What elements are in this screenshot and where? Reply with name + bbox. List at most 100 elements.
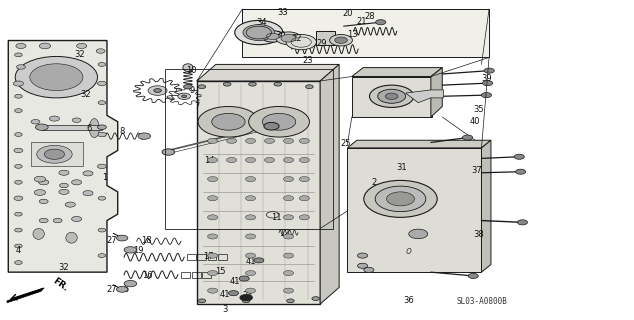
- Circle shape: [283, 234, 294, 239]
- Text: 4: 4: [16, 246, 21, 255]
- Circle shape: [245, 253, 256, 258]
- Polygon shape: [197, 64, 339, 81]
- Circle shape: [34, 190, 46, 196]
- Circle shape: [207, 288, 217, 293]
- Circle shape: [264, 157, 275, 163]
- Bar: [316, 31, 335, 45]
- Circle shape: [15, 53, 22, 57]
- Circle shape: [287, 299, 294, 303]
- Text: 37: 37: [471, 166, 482, 175]
- Circle shape: [15, 180, 22, 184]
- Bar: [197, 81, 320, 304]
- Circle shape: [207, 177, 217, 182]
- Bar: [191, 272, 200, 277]
- Circle shape: [387, 192, 415, 206]
- Circle shape: [243, 25, 275, 41]
- Bar: [42, 125, 102, 130]
- Polygon shape: [431, 68, 443, 117]
- Circle shape: [207, 270, 217, 276]
- Text: 14: 14: [204, 156, 215, 164]
- Circle shape: [198, 85, 205, 89]
- Circle shape: [283, 157, 294, 163]
- Polygon shape: [406, 90, 444, 103]
- Polygon shape: [8, 41, 118, 272]
- Text: 32: 32: [74, 50, 85, 59]
- Bar: [217, 254, 226, 260]
- Circle shape: [39, 180, 49, 185]
- Polygon shape: [352, 68, 443, 76]
- Circle shape: [83, 191, 93, 196]
- Circle shape: [212, 113, 245, 130]
- Circle shape: [242, 299, 250, 303]
- Circle shape: [207, 196, 217, 201]
- Circle shape: [245, 234, 256, 239]
- Circle shape: [148, 86, 167, 95]
- Text: SL03-A0800B: SL03-A0800B: [456, 297, 507, 306]
- Circle shape: [515, 169, 526, 174]
- Circle shape: [514, 154, 524, 159]
- Text: 29: 29: [317, 39, 327, 48]
- Circle shape: [15, 132, 22, 136]
- Circle shape: [358, 253, 368, 258]
- Circle shape: [312, 297, 320, 300]
- Text: 3: 3: [223, 305, 228, 314]
- Text: 41: 41: [220, 290, 231, 299]
- Text: FR.: FR.: [51, 276, 70, 293]
- Circle shape: [15, 56, 98, 98]
- Text: 6: 6: [87, 124, 92, 133]
- Circle shape: [375, 186, 426, 212]
- Circle shape: [37, 145, 72, 163]
- Ellipse shape: [89, 119, 100, 138]
- Circle shape: [283, 138, 294, 143]
- Text: 18: 18: [141, 236, 152, 245]
- Circle shape: [299, 157, 309, 163]
- Circle shape: [138, 133, 151, 139]
- Circle shape: [299, 138, 309, 143]
- Circle shape: [283, 196, 294, 201]
- Text: 36: 36: [403, 296, 414, 305]
- Circle shape: [154, 89, 162, 92]
- Circle shape: [266, 33, 279, 40]
- Text: 31: 31: [396, 163, 407, 172]
- Ellipse shape: [183, 64, 193, 71]
- Polygon shape: [347, 140, 491, 148]
- Circle shape: [181, 95, 186, 98]
- Circle shape: [261, 31, 284, 42]
- Circle shape: [370, 85, 414, 108]
- Text: 20: 20: [342, 9, 353, 18]
- Circle shape: [15, 261, 22, 265]
- Text: 2: 2: [372, 178, 377, 187]
- Circle shape: [281, 35, 296, 42]
- Circle shape: [207, 253, 217, 258]
- Polygon shape: [7, 288, 44, 303]
- Circle shape: [335, 37, 347, 44]
- Circle shape: [98, 62, 106, 66]
- Text: 35: 35: [474, 105, 484, 114]
- Circle shape: [198, 107, 259, 137]
- Text: 21: 21: [356, 17, 366, 26]
- Circle shape: [228, 291, 238, 296]
- Circle shape: [245, 288, 256, 293]
- Circle shape: [178, 93, 190, 100]
- Circle shape: [254, 258, 264, 263]
- Circle shape: [283, 177, 294, 182]
- Circle shape: [98, 125, 107, 129]
- Circle shape: [468, 273, 478, 278]
- Circle shape: [207, 215, 217, 220]
- Circle shape: [378, 89, 406, 103]
- Circle shape: [15, 244, 22, 248]
- Text: 13: 13: [347, 30, 358, 39]
- Circle shape: [124, 247, 137, 253]
- Circle shape: [226, 157, 236, 163]
- Circle shape: [117, 286, 128, 292]
- Circle shape: [375, 20, 385, 25]
- Circle shape: [245, 138, 256, 143]
- Bar: [347, 148, 481, 272]
- Text: 38: 38: [474, 230, 484, 239]
- Text: 22: 22: [292, 35, 302, 44]
- Circle shape: [364, 180, 437, 217]
- Ellipse shape: [33, 228, 44, 239]
- Circle shape: [59, 189, 69, 195]
- Text: 28: 28: [365, 12, 375, 21]
- Circle shape: [72, 216, 82, 221]
